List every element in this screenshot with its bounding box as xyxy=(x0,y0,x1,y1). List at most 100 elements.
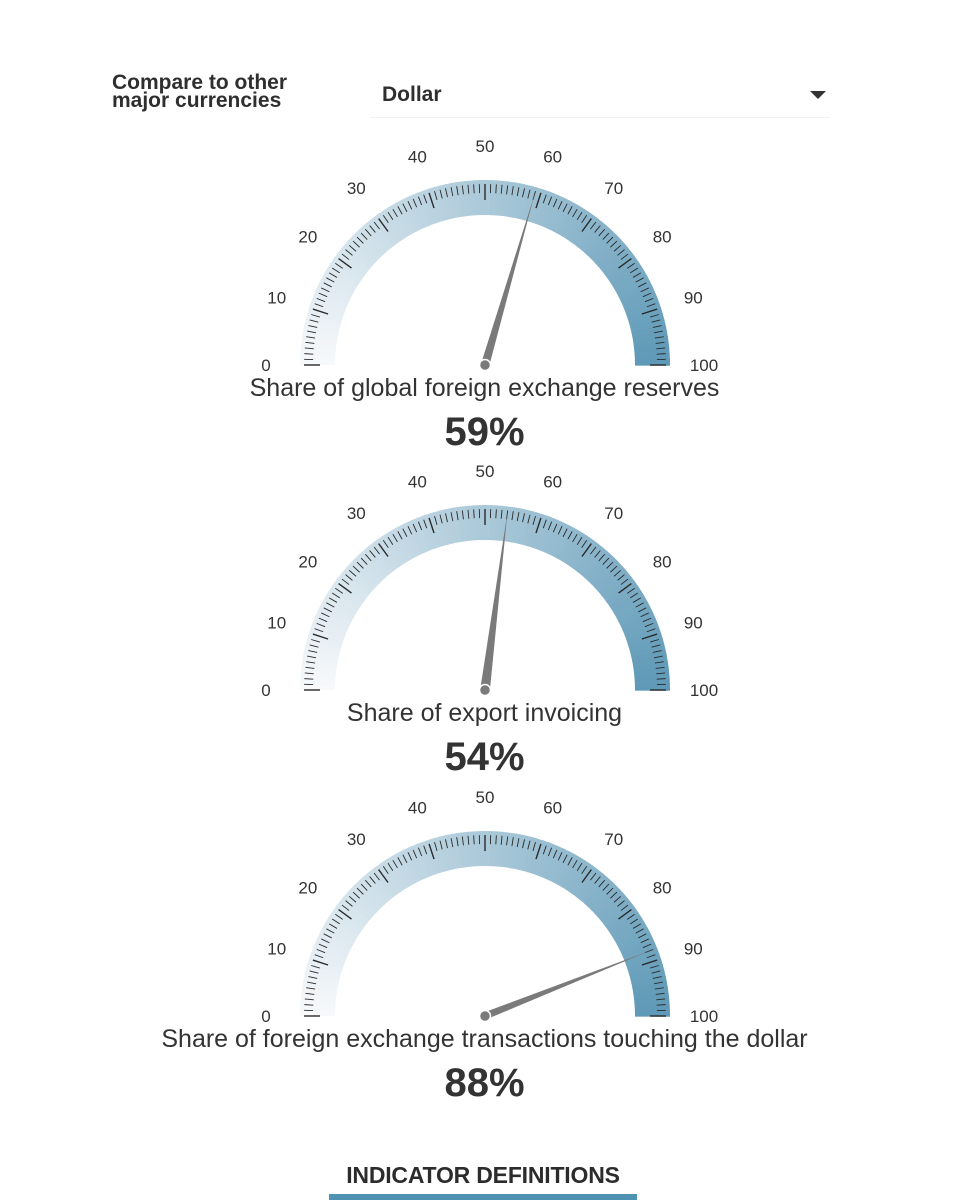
gauge-band-segment xyxy=(620,611,656,631)
gauge-minor-tick xyxy=(328,923,338,929)
gauge-minor-tick xyxy=(576,862,583,872)
gauge-minor-tick xyxy=(646,954,656,959)
gauge-minor-tick xyxy=(656,998,666,1001)
gauge-tick-label: 90 xyxy=(684,939,703,958)
gauge-minor-tick xyxy=(650,314,659,318)
indicator-definitions-tab[interactable]: INDICATOR DEFINITIONS xyxy=(329,1162,637,1200)
gauge-minor-tick xyxy=(387,211,394,221)
gauge-minor-tick xyxy=(417,521,423,531)
gauge-minor-tick xyxy=(527,514,531,524)
gauge-minor-tick xyxy=(326,277,335,283)
gauge-minor-tick xyxy=(407,526,413,535)
gauge-minor-tick xyxy=(323,933,332,939)
gauge-band-segment xyxy=(401,522,422,557)
gauge-minor-tick xyxy=(653,655,663,659)
gauge-band-segment xyxy=(309,952,345,970)
gauge-minor-tick xyxy=(467,184,470,194)
gauge-band-segment xyxy=(371,214,398,247)
gauge-band-segment xyxy=(303,323,339,337)
gauge-minor-tick xyxy=(314,303,324,308)
gauge-band-segment xyxy=(354,229,383,259)
gauge-band-segment xyxy=(540,517,560,553)
gauge-minor-tick xyxy=(655,341,665,344)
gauge-band-segment xyxy=(320,926,354,948)
gauge-minor-tick xyxy=(369,225,376,233)
gauge-band-segment xyxy=(587,555,617,585)
gauge-tick-label: 90 xyxy=(684,288,703,307)
gauge-band-segment xyxy=(594,238,625,267)
gauge-band-segment xyxy=(603,576,636,603)
gauge-band-segment xyxy=(301,335,337,347)
gauge-band-segment xyxy=(450,507,463,543)
gauge-minor-tick xyxy=(461,510,464,520)
gauge-minor-tick xyxy=(527,189,531,199)
gauge-band-segment xyxy=(606,581,639,607)
gauge-tick-label: 10 xyxy=(267,939,286,958)
gauge-minor-tick xyxy=(397,857,403,866)
gauge-band-segment xyxy=(411,843,431,879)
gauge-band-segment xyxy=(479,831,486,867)
gauge-band-segment xyxy=(517,835,532,871)
gauge-band-segment xyxy=(526,187,543,223)
gauge-minor-tick xyxy=(341,253,350,260)
gauge-minor-tick xyxy=(407,852,413,861)
gauge-minor-tick xyxy=(516,512,520,522)
gauge-band-segment xyxy=(300,358,336,365)
gauge-tick-label: 100 xyxy=(690,1007,718,1026)
gauge-band-segment xyxy=(614,921,648,945)
gauge-band-segment xyxy=(569,862,595,896)
gauge-minor-tick xyxy=(467,835,470,845)
currency-select[interactable]: Dollar xyxy=(370,72,830,118)
gauge-tick-label: 0 xyxy=(261,681,270,700)
gauge-band-segment xyxy=(627,632,663,649)
gauge-band-segment xyxy=(627,307,663,324)
gauge-major-tick xyxy=(581,543,592,557)
gauge-minor-tick xyxy=(304,672,314,675)
gauge-band-segment xyxy=(594,563,625,592)
gauge-minor-tick xyxy=(461,185,464,195)
gauge-tick-label: 80 xyxy=(653,227,672,246)
gauge-tick-label: 20 xyxy=(298,878,317,897)
gauge-major-tick xyxy=(641,959,658,966)
gauge-minor-tick xyxy=(407,201,413,210)
gauge-major-tick xyxy=(581,869,592,883)
gauge-minor-tick xyxy=(522,839,525,849)
gauge-band-segment xyxy=(342,242,373,270)
gauge-band-segment xyxy=(517,509,532,545)
gauge-band-segment xyxy=(406,519,426,555)
gauge-minor-tick xyxy=(323,607,332,613)
gauge-band-segment xyxy=(406,845,426,881)
gauge-band-segment xyxy=(317,931,352,953)
gauge-minor-tick xyxy=(532,516,536,525)
gauge-band-segment xyxy=(627,958,663,975)
gauge-tick-label: 0 xyxy=(261,356,270,375)
gauge-minor-tick xyxy=(547,847,553,857)
gauge-band-segment xyxy=(331,255,365,281)
gauge-band-segment xyxy=(600,247,632,274)
gauge-minor-tick xyxy=(511,511,514,521)
gauge-band-segment xyxy=(576,218,604,250)
gauge-band-segment xyxy=(422,839,440,875)
gauge-minor-tick xyxy=(594,550,601,558)
gauge-minor-tick xyxy=(576,536,583,546)
gauge-band-segment xyxy=(494,505,504,541)
gauge-band-segment xyxy=(450,833,463,869)
gauge-band-segment xyxy=(433,185,449,221)
gauge-minor-tick xyxy=(382,540,389,548)
gauge-band-segment xyxy=(553,200,575,234)
gauge-major-tick xyxy=(312,633,329,640)
gauge-band-segment xyxy=(548,848,570,883)
gauge-minor-tick xyxy=(308,650,318,653)
gauge-minor-tick xyxy=(602,232,610,240)
gauge-minor-tick xyxy=(495,835,497,845)
gauge-minor-tick xyxy=(640,612,649,618)
gauge-band-segment xyxy=(485,831,492,867)
gauge-band-segment xyxy=(395,524,418,559)
gauge-band-segment xyxy=(438,835,453,871)
gauge-minor-tick xyxy=(610,565,618,573)
gauge-band-segment xyxy=(390,527,414,561)
gauge-minor-tick xyxy=(314,628,324,633)
gauge-minor-tick xyxy=(331,592,341,599)
gauge-band-segment xyxy=(300,997,336,1007)
gauge-band-segment xyxy=(535,841,554,877)
